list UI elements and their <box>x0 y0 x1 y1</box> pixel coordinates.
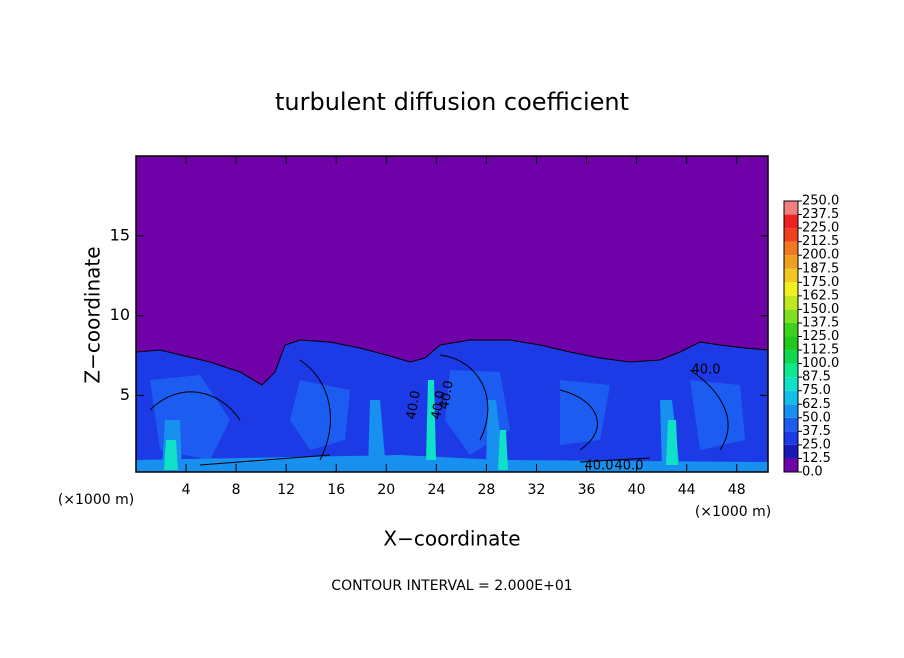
x-tick-label: 24 <box>427 482 445 498</box>
colorbar-label: 0.0 <box>802 465 823 480</box>
colorbar-label: 112.5 <box>802 343 839 358</box>
colorbar-label: 237.5 <box>802 207 839 222</box>
contour-label: 40.0 <box>404 389 424 420</box>
contour-label: 40.0 <box>437 379 457 410</box>
colorbar-swatch <box>784 417 798 432</box>
colorbar-swatch <box>784 214 798 229</box>
x-tick-label: 8 <box>232 482 241 498</box>
colorbar-swatch <box>784 255 798 269</box>
colorbar-label: 100.0 <box>802 356 839 371</box>
colorbar-swatch <box>784 377 798 391</box>
x-tick-label: 20 <box>377 482 395 498</box>
colorbar-label: 250.0 <box>802 194 839 209</box>
x-tick-label: 4 <box>182 482 191 498</box>
chart-title: turbulent diffusion coefficient <box>275 88 629 116</box>
x-axis-title: X−coordinate <box>383 527 520 551</box>
x-tick-label: 44 <box>678 482 696 498</box>
colorbar-label: 162.5 <box>802 288 839 303</box>
x-tick-label: 36 <box>578 482 596 498</box>
colorbar-label: 187.5 <box>802 261 839 276</box>
colorbar-label: 212.5 <box>802 234 839 249</box>
colorbar-swatch <box>784 363 798 378</box>
colorbar-label: 37.5 <box>802 424 831 439</box>
contour-label: 40.0 <box>429 389 449 420</box>
colorbar-label: 225.0 <box>802 221 839 236</box>
colorbar-swatch <box>784 336 798 351</box>
colorbar-swatch <box>784 390 798 405</box>
x-tick-label: 12 <box>277 482 295 498</box>
colorbar-swatch <box>784 295 798 310</box>
y-tick-label: 5 <box>120 385 130 404</box>
colorbar-label: 25.0 <box>802 437 831 452</box>
colorbar-swatch <box>784 241 798 256</box>
colorbar-label: 137.5 <box>802 315 839 330</box>
contour-line <box>149 354 729 466</box>
colorbar-swatch <box>784 404 798 418</box>
footer-note: CONTOUR INTERVAL = 2.000E+01 <box>331 578 572 594</box>
y-tick-label: 15 <box>110 225 130 244</box>
x-tick-label: 16 <box>327 482 345 498</box>
colorbar-swatch <box>784 309 798 323</box>
field <box>135 156 769 473</box>
colorbar-label: 12.5 <box>802 451 831 466</box>
x-tick-label: 28 <box>478 482 496 498</box>
colorbar-swatch <box>784 458 798 472</box>
colorbar-swatch <box>784 444 798 459</box>
y-tick-label: 10 <box>110 305 130 324</box>
x-unit: (×1000 m) <box>58 492 134 508</box>
colorbar-swatch <box>784 201 798 215</box>
plot-frame <box>135 155 769 473</box>
colorbar-label: 62.5 <box>802 397 831 412</box>
colorbar-swatch <box>784 282 798 296</box>
colorbar-label: 75.0 <box>802 383 831 398</box>
colorbar-label: 200.0 <box>802 248 839 263</box>
colorbar-swatch <box>784 268 798 283</box>
y-axis-title: Z−coordinate <box>81 246 105 383</box>
colorbar-swatch <box>784 228 798 242</box>
colorbar-swatch <box>784 322 798 337</box>
colorbar-label: 125.0 <box>802 329 839 344</box>
x-unit: (×1000 m) <box>695 504 771 520</box>
x-tick-label: 32 <box>528 482 546 498</box>
x-tick-label: 48 <box>728 482 746 498</box>
field-streak <box>150 370 745 460</box>
colorbar-label: 50.0 <box>802 410 831 425</box>
colorbar-label: 150.0 <box>802 302 839 317</box>
colorbar-swatch <box>784 350 798 364</box>
contour-label: 40.0 <box>615 459 644 474</box>
colorbar-swatch <box>784 431 798 445</box>
x-tick-label: 40 <box>628 482 646 498</box>
colorbar-label: 175.0 <box>802 275 839 290</box>
field-streak <box>136 400 768 472</box>
contour-label: 40.0 <box>692 363 721 378</box>
colorbar-label: 87.5 <box>802 370 831 385</box>
contour-label: 40.0 <box>585 459 614 474</box>
